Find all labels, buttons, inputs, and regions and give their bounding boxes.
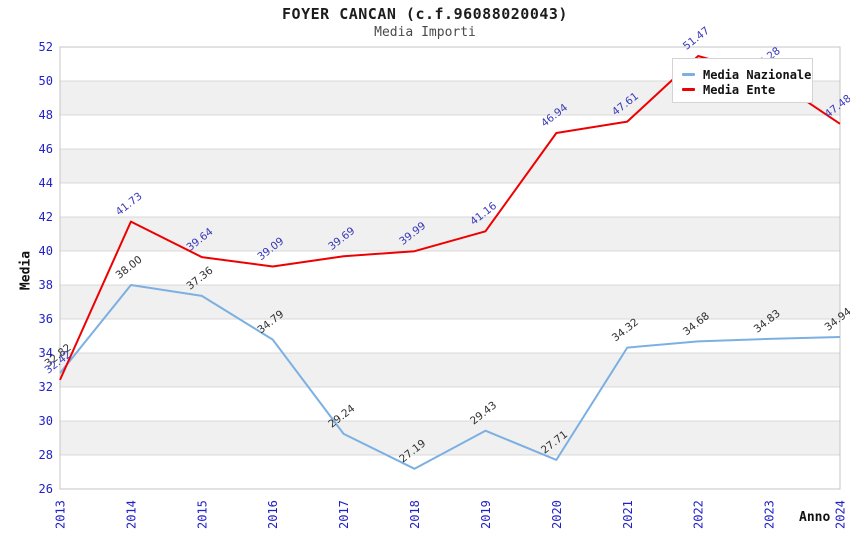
y-axis-title: Media (18, 250, 34, 291)
point-label: 51.47 (681, 25, 712, 53)
legend-item-media-ente: Media Ente (682, 82, 812, 97)
plot-band (60, 285, 840, 319)
point-label: 38.00 (114, 254, 145, 282)
legend-label: Media Nazionale (703, 67, 812, 82)
x-tick-label: 2020 (550, 500, 564, 529)
y-tick-label: 30 (39, 414, 53, 428)
chart-title: FOYER CANCAN (c.f.96088020043) (282, 5, 568, 23)
y-tick-label: 48 (39, 108, 53, 122)
x-tick-label: 2019 (479, 500, 493, 529)
plot-border (59, 46, 841, 490)
x-tick-label: 2022 (692, 500, 706, 529)
x-tick-label: 2018 (408, 500, 422, 529)
x-axis-title: Anno (799, 510, 831, 525)
y-tick-label: 44 (39, 176, 53, 190)
x-tick-label: 2014 (124, 500, 138, 529)
y-tick-label: 38 (39, 278, 53, 292)
series-line-media-nazionale (59, 284, 841, 470)
y-tick-label: 26 (39, 482, 53, 496)
legend-swatch-media-nazionale (682, 73, 695, 76)
y-tick-label: 32 (39, 380, 53, 394)
x-tick-label: 2023 (763, 500, 777, 529)
plot-band (60, 353, 840, 387)
y-tick-label: 50 (39, 74, 53, 88)
x-tick-label: 2013 (54, 500, 68, 529)
y-tick-label: 52 (39, 40, 53, 54)
y-tick-label: 40 (39, 244, 53, 258)
point-label: 34.32 (610, 316, 641, 344)
y-tick-label: 34 (39, 346, 53, 360)
y-tick-label: 46 (39, 142, 53, 156)
chart-legend: Media Nazionale Media Ente (672, 58, 813, 103)
legend-swatch-media-ente (682, 88, 695, 91)
x-tick-label: 2021 (621, 500, 635, 529)
legend-item-media-nazionale: Media Nazionale (682, 67, 812, 82)
y-tick-label: 42 (39, 210, 53, 224)
x-tick-label: 2024 (834, 500, 848, 529)
plot-band (60, 149, 840, 183)
x-tick-label: 2015 (195, 500, 209, 529)
chart-subtitle: Media Importi (374, 25, 476, 40)
y-tick-label: 36 (39, 312, 53, 326)
y-tick-label: 28 (39, 448, 53, 462)
point-label: 41.73 (114, 190, 145, 218)
legend-label: Media Ente (703, 82, 776, 97)
x-tick-label: 2016 (266, 500, 280, 529)
x-tick-label: 2017 (337, 500, 351, 529)
plot-band (60, 217, 840, 251)
